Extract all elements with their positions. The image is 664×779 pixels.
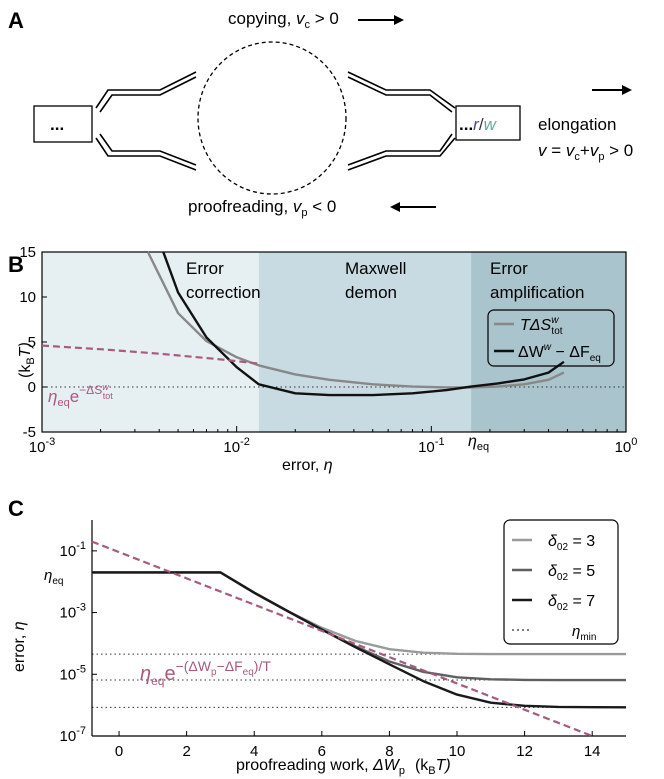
xtick-label-b: 10-2 [223, 436, 249, 456]
legend-c-item-2: δ02 = 5 [548, 563, 595, 583]
copy-arrow [358, 15, 404, 25]
xtick-label-b: 100 [615, 436, 638, 456]
panel-c-label: C [8, 496, 24, 521]
region-error-amplification [471, 252, 626, 432]
elongation-equation: v = vc+vp > 0 [538, 141, 633, 163]
xtick-label-c: 2 [182, 743, 190, 760]
ytick-label-c: 10-3 [60, 602, 86, 622]
right-box-text: ...r/w [459, 115, 498, 134]
xtick-label-b: 10-3 [29, 436, 55, 456]
panel-a-label: A [8, 8, 24, 33]
legend-c-item-3: δ02 = 7 [548, 593, 595, 613]
left-box [33, 105, 93, 143]
elongation-arrow [592, 85, 632, 95]
right-box [455, 105, 521, 141]
series-b-3 [41, 344, 259, 365]
region-label-2a: Maxwell [345, 259, 406, 278]
proof-arrow [390, 202, 436, 212]
series-c-3 [92, 571, 627, 709]
panel-c-eta-eq: ηeq [44, 567, 63, 587]
region-maxwell-demon [258, 252, 472, 432]
legend-c-item-4: ηmin [572, 623, 596, 643]
legend-b-item-2: ΔWw − ΔFeq [518, 342, 601, 364]
panel-b-legend: TΔSw tot ΔWw − ΔFeq [487, 309, 615, 367]
ytick-label-c: 10-5 [60, 663, 86, 683]
ytick-label-c: 10-7 [60, 725, 86, 745]
elongation-label: elongation [538, 115, 616, 134]
ytick-label-b: 5 [28, 334, 36, 351]
ytick-label-c: 10-1 [60, 540, 86, 560]
region-label-2b: demon [345, 283, 397, 302]
proofreading-label: proofreading, vp < 0 [188, 197, 336, 219]
panel-b-label: B [8, 252, 24, 277]
xtick-label-c: 4 [250, 743, 258, 760]
xtick-label-c: 12 [516, 743, 533, 760]
region-label-3a: Error [490, 259, 528, 278]
panel-b-chart: -5 0 5 10 15 10-3 10-2 10-1 100 [19, 244, 637, 456]
region-error-correction [42, 252, 259, 432]
panel-c-annotation: ηeqe−(ΔWp−ΔFeq)/T [140, 658, 271, 688]
panel-c-legend: δ02 = 3 δ02 = 5 δ02 = 7 ηmin [503, 519, 619, 645]
copying-label: copying, vc > 0 [228, 9, 339, 31]
ytick-label-b: -5 [23, 424, 36, 441]
region-label-3b: amplification [490, 283, 585, 302]
left-box-text: ... [50, 115, 64, 134]
panel-b-ylabel: (kBT) [17, 342, 37, 378]
xtick-label-c: 0 [115, 743, 123, 760]
region-label-1b: correction [186, 283, 261, 302]
xtick-label-c: 14 [584, 743, 601, 760]
panel-b-eta-eq: ηeq [468, 433, 489, 453]
panel-b-annotation: ηeqe−ΔSw tot [48, 382, 113, 409]
xtick-label-c: 10 [449, 743, 466, 760]
panel-c-ylabel: error, η [11, 621, 28, 672]
legend-c-item-1: δ02 = 3 [548, 533, 595, 553]
ytick-label-b: 15 [19, 244, 36, 261]
polymerase-circle [197, 41, 347, 195]
ytick-label-b: 0 [28, 379, 36, 396]
ytick-label-b: 10 [19, 289, 36, 306]
xtick-label-c: 6 [318, 743, 326, 760]
series-b-2 [162, 251, 565, 397]
panel-c-chart: 10-1 10-3 10-5 10-7 0 2 4 6 8 10 12 14 [60, 520, 627, 760]
xtick-label-c: 8 [385, 743, 393, 760]
panel-c-xlabel: proofreading work, ΔWp (kBT) [236, 757, 451, 777]
xtick-label-b: 10-1 [418, 436, 444, 456]
series-c-4 [91, 540, 593, 738]
dna-strands [95, 71, 456, 171]
region-label-1a: Error [186, 259, 224, 278]
panel-b-xlabel: error, η [282, 457, 333, 474]
legend-b-item-1: TΔSw tot [520, 315, 563, 337]
